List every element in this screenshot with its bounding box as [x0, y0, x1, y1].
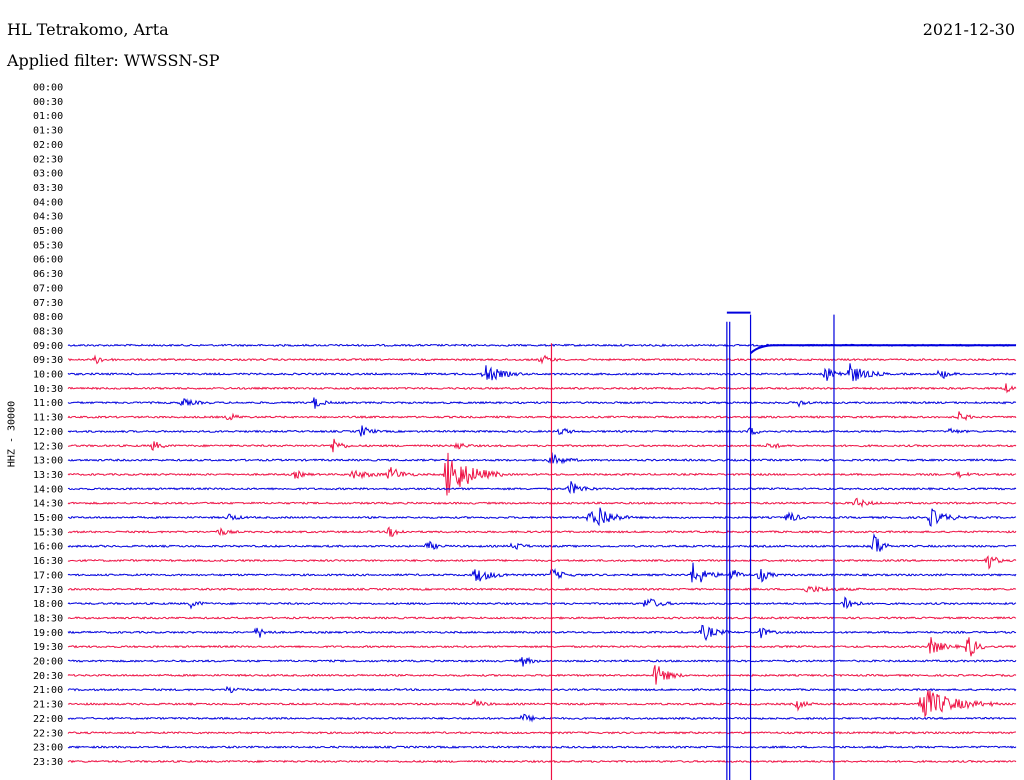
time-tick-label: 10:00: [33, 370, 63, 381]
time-tick-label: 17:00: [33, 570, 63, 581]
time-tick-label: 23:30: [33, 757, 63, 768]
trace-20:30: [67, 665, 1017, 685]
time-tick-label: 12:00: [33, 427, 63, 438]
time-tick-label: 11:30: [33, 413, 63, 424]
time-tick-label: 12:30: [33, 441, 63, 452]
trace-21:30: [67, 690, 1017, 718]
time-tick-label: 00:00: [33, 83, 63, 94]
trace-22:00: [67, 713, 1017, 723]
time-tick-label: 00:30: [33, 97, 63, 108]
time-tick-label: 10:30: [33, 384, 63, 395]
trace-14:30: [67, 497, 1017, 509]
trace-23:30: [67, 759, 1017, 764]
time-tick-label: 07:00: [33, 283, 63, 294]
time-tick-label: 05:30: [33, 240, 63, 251]
trace-14:00: [67, 481, 1017, 495]
date-label: 2021-12-30: [922, 20, 1015, 39]
station-title: HL Tetrakomo, Arta: [7, 20, 169, 39]
trace-21:00: [67, 685, 1017, 694]
time-tick-label: 05:00: [33, 226, 63, 237]
time-tick-label: 14:30: [33, 499, 63, 510]
trace-09:30: [67, 354, 1017, 365]
trace-19:00: [67, 624, 1017, 642]
trace-13:00: [67, 452, 1017, 465]
trace-10:30: [67, 383, 1017, 394]
time-tick-label: 17:30: [33, 585, 63, 596]
time-tick-label: 06:00: [33, 255, 63, 266]
trace-18:00: [67, 596, 1017, 610]
trace-10:00: [67, 363, 1017, 382]
filter-label: Applied filter: WWSSN-SP: [7, 51, 220, 70]
time-tick-label: 01:00: [33, 111, 63, 122]
trace-19:30: [67, 637, 1017, 657]
trace-17:30: [67, 585, 1017, 593]
trace-20:00: [67, 656, 1017, 667]
time-tick-label: 13:00: [33, 456, 63, 467]
time-tick-label: 19:00: [33, 628, 63, 639]
trace-12:00: [67, 425, 1017, 437]
time-tick-label: 14:00: [33, 484, 63, 495]
trace-16:00: [67, 533, 1017, 552]
time-tick-label: 16:30: [33, 556, 63, 567]
trace-16:30: [67, 555, 1017, 570]
time-tick-label: 06:30: [33, 269, 63, 280]
trace-22:30: [67, 730, 1016, 735]
recovery-trace: [749, 344, 1016, 355]
trace-12:30: [67, 438, 1017, 453]
time-tick-label: 04:30: [33, 212, 63, 223]
time-tick-label: 22:30: [33, 728, 63, 739]
time-tick-label: 11:00: [33, 398, 63, 409]
trace-18:30: [67, 616, 1017, 620]
time-tick-label: 03:00: [33, 169, 63, 180]
time-tick-label: 08:00: [33, 312, 63, 323]
trace-13:30: [67, 452, 1017, 496]
time-tick-label: 08:30: [33, 326, 63, 337]
trace-23:00: [67, 745, 1017, 749]
time-tick-label: 20:00: [33, 657, 63, 668]
time-tick-label: 23:00: [33, 743, 63, 754]
time-tick-label: 13:30: [33, 470, 63, 481]
time-tick-label: 04:00: [33, 197, 63, 208]
time-tick-label: 09:30: [33, 355, 63, 366]
time-tick-label: 15:30: [33, 527, 63, 538]
trace-17:00: [67, 562, 1017, 583]
time-tick-label: 02:00: [33, 140, 63, 151]
time-tick-label: 16:00: [33, 542, 63, 553]
time-tick-label: 09:00: [33, 341, 63, 352]
trace-15:30: [67, 526, 1017, 538]
time-tick-label: 22:00: [33, 714, 63, 725]
time-tick-label: 07:30: [33, 298, 63, 309]
trace-15:00: [67, 507, 1017, 527]
time-tick-label: 19:30: [33, 642, 63, 653]
time-tick-label: 21:00: [33, 685, 63, 696]
time-tick-label: 21:30: [33, 700, 63, 711]
trace-11:00: [67, 397, 1017, 409]
time-tick-label: 18:00: [33, 599, 63, 610]
time-tick-label: 02:30: [33, 154, 63, 165]
time-tick-label: 18:30: [33, 613, 63, 624]
time-tick-label: 01:30: [33, 126, 63, 137]
trace-11:30: [67, 411, 1017, 422]
time-tick-label: 20:30: [33, 671, 63, 682]
time-tick-label: 03:30: [33, 183, 63, 194]
time-tick-label: 15:00: [33, 513, 63, 524]
